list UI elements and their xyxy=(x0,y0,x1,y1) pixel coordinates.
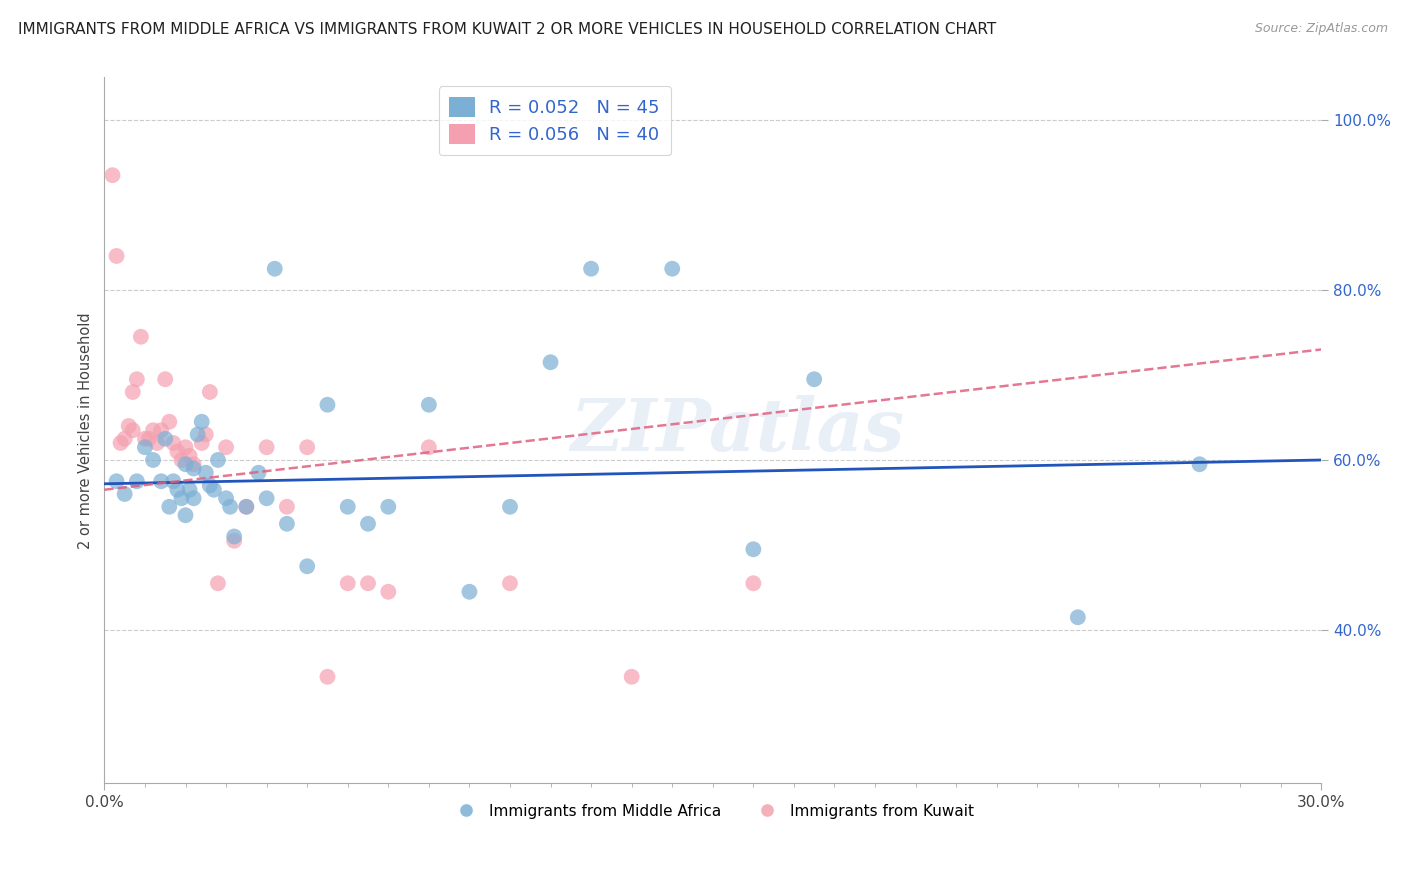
Point xyxy=(215,440,238,454)
Point xyxy=(174,457,197,471)
Legend: Immigrants from Middle Africa, Immigrants from Kuwait: Immigrants from Middle Africa, Immigrant… xyxy=(446,797,980,825)
Point xyxy=(540,355,562,369)
Point xyxy=(336,500,359,514)
Point xyxy=(1188,457,1211,471)
Point xyxy=(162,436,184,450)
Point xyxy=(742,542,765,557)
Point xyxy=(142,453,165,467)
Point xyxy=(194,427,217,442)
Point xyxy=(190,436,212,450)
Point xyxy=(235,500,257,514)
Point xyxy=(179,483,201,497)
Point xyxy=(276,500,298,514)
Point xyxy=(256,440,278,454)
Point xyxy=(295,559,318,574)
Point xyxy=(134,440,156,454)
Point xyxy=(579,261,602,276)
Point xyxy=(235,500,257,514)
Point xyxy=(207,453,229,467)
Point xyxy=(155,432,177,446)
Point xyxy=(134,432,156,446)
Point xyxy=(142,423,165,437)
Point xyxy=(170,491,193,506)
Point xyxy=(803,372,825,386)
Point xyxy=(174,508,197,523)
Point xyxy=(247,466,270,480)
Point xyxy=(129,329,152,343)
Point xyxy=(118,419,141,434)
Point xyxy=(174,440,197,454)
Point xyxy=(138,432,160,446)
Point xyxy=(105,249,128,263)
Point xyxy=(215,491,238,506)
Text: ZIPatlas: ZIPatlas xyxy=(569,395,904,466)
Point xyxy=(295,440,318,454)
Text: IMMIGRANTS FROM MIDDLE AFRICA VS IMMIGRANTS FROM KUWAIT 2 OR MORE VEHICLES IN HO: IMMIGRANTS FROM MIDDLE AFRICA VS IMMIGRA… xyxy=(18,22,997,37)
Point xyxy=(183,491,205,506)
Point xyxy=(155,372,177,386)
Point xyxy=(418,440,440,454)
Point xyxy=(105,475,128,489)
Point xyxy=(114,432,136,446)
Point xyxy=(162,475,184,489)
Point xyxy=(276,516,298,531)
Point xyxy=(316,670,339,684)
Point xyxy=(377,500,399,514)
Text: Source: ZipAtlas.com: Source: ZipAtlas.com xyxy=(1254,22,1388,36)
Point xyxy=(620,670,643,684)
Point xyxy=(183,457,205,471)
Point xyxy=(179,449,201,463)
Point xyxy=(146,436,169,450)
Point xyxy=(224,529,246,543)
Point xyxy=(121,423,143,437)
Point xyxy=(114,487,136,501)
Point xyxy=(101,168,124,182)
Point xyxy=(418,398,440,412)
Point xyxy=(207,576,229,591)
Point xyxy=(157,500,180,514)
Point xyxy=(125,475,148,489)
Y-axis label: 2 or more Vehicles in Household: 2 or more Vehicles in Household xyxy=(79,312,93,549)
Point xyxy=(190,415,212,429)
Point xyxy=(183,461,205,475)
Point xyxy=(661,261,683,276)
Point xyxy=(121,384,143,399)
Point xyxy=(263,261,285,276)
Point xyxy=(198,478,221,492)
Point xyxy=(742,576,765,591)
Point xyxy=(336,576,359,591)
Point xyxy=(198,384,221,399)
Point xyxy=(125,372,148,386)
Point xyxy=(150,475,173,489)
Point xyxy=(194,466,217,480)
Point xyxy=(316,398,339,412)
Point xyxy=(377,584,399,599)
Point xyxy=(219,500,242,514)
Point xyxy=(150,423,173,437)
Point xyxy=(458,584,481,599)
Point xyxy=(166,483,188,497)
Point xyxy=(170,453,193,467)
Point xyxy=(256,491,278,506)
Point xyxy=(499,500,522,514)
Point xyxy=(499,576,522,591)
Point xyxy=(166,444,188,458)
Point xyxy=(357,576,380,591)
Point xyxy=(157,415,180,429)
Point xyxy=(357,516,380,531)
Point xyxy=(1067,610,1090,624)
Point xyxy=(202,483,225,497)
Point xyxy=(187,427,209,442)
Point xyxy=(224,533,246,548)
Point xyxy=(110,436,132,450)
